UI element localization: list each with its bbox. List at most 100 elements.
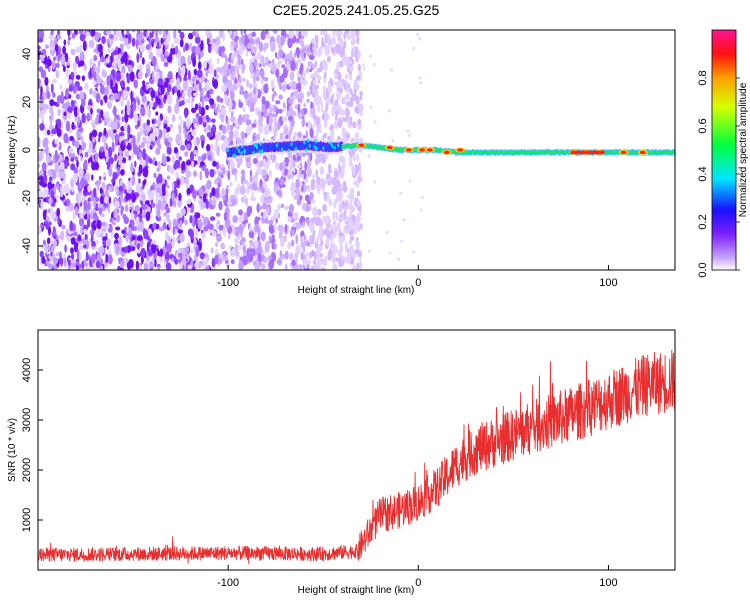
noise-speck: [127, 124, 131, 135]
noise-speck: [73, 106, 78, 118]
noise-speck: [114, 55, 120, 64]
noise-speck: [78, 217, 85, 227]
noise-speck: [62, 65, 66, 73]
noise-speck: [192, 189, 197, 199]
noise-speck: [157, 117, 161, 128]
noise-speck: [74, 140, 80, 147]
noise-speck: [83, 63, 87, 72]
noise-speck: [135, 216, 140, 226]
noise-speck: [322, 85, 326, 94]
noise-speck: [46, 58, 52, 67]
noise-speck: [101, 70, 108, 78]
noise-speck: [185, 98, 191, 104]
noise-speck: [252, 73, 257, 84]
noise-speck: [288, 81, 292, 87]
noise-speck: [179, 233, 185, 243]
noise-speck: [120, 56, 126, 63]
noise-speck: [113, 49, 118, 56]
noise-speck: [209, 143, 215, 151]
noise-speck: [45, 252, 48, 258]
noise-speck: [309, 191, 314, 202]
noise-speck: [43, 173, 48, 184]
noise-speck: [214, 254, 219, 265]
noise-speck: [95, 260, 101, 269]
noise-speck: [50, 190, 55, 200]
noise-speck: [209, 216, 216, 221]
noise-speck: [304, 267, 309, 270]
noise-speck: [111, 86, 116, 94]
noise-speck: [332, 225, 338, 233]
noise-speck: [212, 160, 217, 167]
noise-speck: [314, 60, 318, 68]
noise-speck: [42, 138, 47, 148]
noise-speck: [99, 264, 104, 270]
noise-speck: [171, 257, 175, 263]
noise-speck: [49, 176, 53, 182]
noise-speck: [99, 56, 106, 63]
noise-speck: [344, 202, 348, 207]
noise-speck: [123, 189, 127, 194]
noise-speck: [214, 248, 219, 256]
noise-speck: [163, 260, 167, 269]
noise-speck: [278, 188, 282, 199]
noise-speck: [330, 96, 334, 105]
noise-speck: [320, 102, 324, 113]
noise-speck: [96, 180, 102, 186]
noise-speck: [317, 47, 321, 57]
noise-speck: [266, 206, 271, 215]
noise-speck: [234, 243, 239, 250]
noise-speck: [346, 87, 350, 93]
noise-speck: [251, 94, 254, 102]
noise-speck: [324, 191, 327, 200]
noise-speck: [332, 210, 336, 221]
noise-speck: [143, 262, 148, 270]
noise-speck: [195, 80, 200, 85]
noise-speck: [203, 97, 210, 102]
noise-speck: [408, 134, 411, 138]
noise-speck: [224, 94, 228, 104]
noise-speck: [92, 187, 97, 198]
noise-speck: [137, 98, 140, 106]
noise-speck: [298, 31, 302, 40]
noise-speck: [156, 167, 160, 172]
noise-speck: [272, 58, 275, 64]
noise-speck: [86, 218, 91, 228]
noise-speck: [195, 246, 200, 257]
noise-speck: [119, 32, 123, 42]
noise-speck: [211, 267, 217, 270]
noise-speck: [103, 127, 107, 136]
noise-speck: [229, 124, 234, 131]
noise-speck: [283, 205, 290, 211]
noise-speck: [255, 70, 261, 78]
noise-speck: [252, 46, 257, 54]
noise-speck: [146, 235, 150, 241]
noise-speck: [206, 188, 210, 194]
noise-speck: [348, 66, 354, 72]
noise-speck: [172, 225, 175, 236]
noise-speck: [343, 226, 348, 234]
noise-speck: [336, 102, 339, 112]
noise-speck: [320, 267, 326, 270]
noise-speck: [256, 186, 262, 192]
noise-speck: [56, 182, 59, 190]
noise-speck: [291, 119, 295, 128]
noise-speck: [110, 121, 116, 130]
noise-speck: [121, 157, 127, 164]
noise-speck: [310, 107, 315, 114]
noise-speck: [104, 149, 109, 158]
noise-speck: [130, 90, 133, 102]
noise-speck: [194, 103, 199, 111]
noise-speck: [320, 238, 323, 247]
noise-speck: [138, 221, 144, 233]
noise-speck: [355, 217, 360, 225]
noise-speck: [69, 220, 73, 232]
noise-speck: [227, 201, 232, 206]
noise-speck: [231, 84, 235, 92]
noise-speck: [48, 197, 53, 204]
noise-speck: [290, 60, 296, 72]
noise-speck: [93, 91, 97, 98]
noise-speck: [284, 250, 289, 260]
noise-speck: [390, 68, 393, 72]
